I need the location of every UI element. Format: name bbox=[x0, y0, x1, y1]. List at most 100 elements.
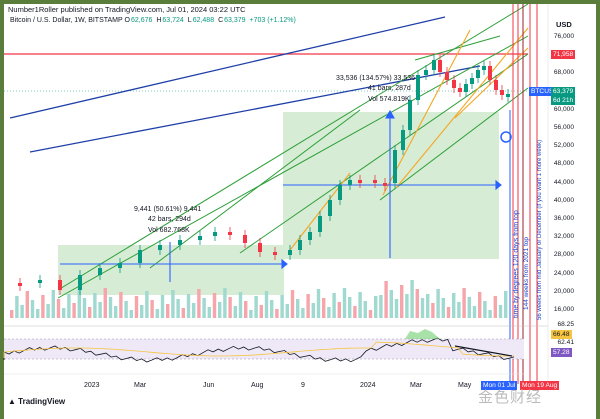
right-measure-volume: Vol 574.819K bbox=[368, 96, 410, 103]
vertical-timelines bbox=[500, 4, 538, 385]
volume-bar bbox=[166, 304, 170, 318]
left-measure-volume: Vol 682.768K bbox=[148, 227, 190, 234]
volume-bar bbox=[238, 292, 243, 318]
volume-bar bbox=[441, 298, 445, 318]
volume-bar bbox=[389, 290, 393, 318]
volume-bar bbox=[353, 306, 357, 318]
volume-bar bbox=[181, 308, 185, 318]
candle-body bbox=[78, 275, 82, 290]
low-label: L bbox=[187, 17, 192, 24]
volume-bar bbox=[462, 288, 466, 318]
volume-bar bbox=[452, 293, 456, 318]
currency-label[interactable]: USD bbox=[556, 20, 572, 29]
candle-body bbox=[348, 180, 352, 185]
time-badge-jul: Mon 01 Jul bbox=[481, 381, 518, 390]
volume-bar bbox=[457, 302, 461, 318]
vertical-note-144-weeks: 144 weeks from 2021 top bbox=[523, 237, 530, 310]
volume-bar bbox=[301, 308, 305, 318]
left-measure-change: 9,441 (50.61%) 9,441 bbox=[134, 206, 202, 213]
volume-bar bbox=[93, 293, 97, 318]
volume-bar bbox=[415, 289, 419, 318]
volume-bar bbox=[134, 296, 139, 318]
candle-body bbox=[482, 66, 486, 70]
tradingview-brand-text: TradingView bbox=[18, 397, 66, 406]
price-badge: 63,379 bbox=[551, 87, 576, 96]
volume-bar bbox=[446, 307, 451, 318]
candle-body bbox=[308, 232, 312, 240]
time-tick-2023: 2023 bbox=[84, 382, 100, 389]
candle-body bbox=[373, 180, 377, 183]
tv-logo-icon: ▲ bbox=[8, 397, 16, 406]
volume-bar bbox=[472, 306, 477, 318]
price-tick: 20,000 bbox=[553, 287, 574, 295]
volume-bar bbox=[15, 296, 19, 318]
candle-body bbox=[328, 200, 332, 216]
volume-bar bbox=[270, 300, 274, 318]
volume-bar bbox=[410, 280, 414, 318]
volume-bar bbox=[264, 291, 269, 318]
volume-bar bbox=[368, 310, 373, 318]
blue-trendline-upper bbox=[9, 16, 446, 119]
time-tick-aug: Aug bbox=[251, 382, 264, 389]
candle-body bbox=[408, 100, 412, 130]
candle-body bbox=[506, 94, 510, 97]
volume-bar bbox=[431, 303, 435, 318]
time-tick-jun: Jun bbox=[203, 382, 215, 389]
volume-bar bbox=[285, 304, 289, 318]
vertical-note-120-days: time by degrees 120 days from top bbox=[513, 210, 520, 318]
osc-value-badge: 57.28 bbox=[551, 348, 572, 357]
candle-body bbox=[18, 283, 22, 286]
tradingview-logo[interactable]: ▲ TradingView bbox=[8, 397, 65, 406]
volume-bar bbox=[218, 302, 222, 318]
volume-bar bbox=[327, 307, 331, 318]
candle-body bbox=[98, 268, 102, 275]
high-value: 63,724 bbox=[162, 17, 184, 24]
volume-bar bbox=[171, 290, 175, 318]
volume-bar bbox=[98, 302, 102, 318]
volume-bar bbox=[192, 303, 196, 318]
candle-body bbox=[476, 70, 480, 78]
volume-bar bbox=[498, 305, 503, 318]
candle-body bbox=[288, 250, 292, 255]
blue-trendline-lower bbox=[29, 65, 481, 153]
time-tick-9: 9 bbox=[301, 382, 305, 389]
symbol-description[interactable]: Bitcoin / U.S. Dollar, 1W, BITSTAMP bbox=[10, 17, 123, 24]
candle-body bbox=[393, 150, 397, 183]
volume-bar bbox=[249, 310, 253, 318]
candle-body bbox=[138, 250, 142, 263]
candle-body bbox=[273, 252, 277, 255]
red-level-badge: 71,958 bbox=[551, 50, 576, 59]
candle-body bbox=[452, 80, 456, 88]
candle-body bbox=[383, 183, 387, 186]
volume-bar bbox=[259, 305, 263, 318]
volume-bar bbox=[25, 291, 29, 318]
volume-bar bbox=[51, 290, 55, 318]
volume-bar bbox=[186, 294, 191, 318]
candle-body bbox=[432, 60, 436, 70]
volume-bar bbox=[332, 293, 336, 318]
volume-bar bbox=[30, 300, 35, 318]
volume-bar bbox=[140, 305, 144, 318]
volume-bar bbox=[103, 288, 107, 318]
volume-bar bbox=[290, 290, 295, 318]
watermark-logo: 金色财经 bbox=[478, 389, 543, 406]
osc-band bbox=[4, 339, 524, 359]
volume-bar bbox=[405, 294, 409, 318]
volume-bar bbox=[56, 299, 61, 318]
candle-body bbox=[458, 88, 462, 92]
volume-bar bbox=[77, 289, 81, 318]
volume-bar bbox=[483, 301, 487, 318]
ohlc-readout: Bitcoin / U.S. Dollar, 1W, BITSTAMP O62,… bbox=[10, 17, 298, 24]
volume-bar bbox=[10, 310, 14, 318]
price-candles bbox=[18, 55, 510, 295]
osc-tick-1: 68.25 bbox=[557, 321, 574, 328]
volume-bar bbox=[493, 296, 497, 318]
candle-body bbox=[470, 78, 474, 84]
candle-body bbox=[198, 236, 202, 240]
volume-bar bbox=[488, 310, 492, 318]
price-tick: 28,000 bbox=[553, 251, 574, 259]
candle-body bbox=[243, 235, 247, 243]
price-tick: 24,000 bbox=[553, 269, 574, 277]
volume-bar bbox=[88, 307, 92, 318]
